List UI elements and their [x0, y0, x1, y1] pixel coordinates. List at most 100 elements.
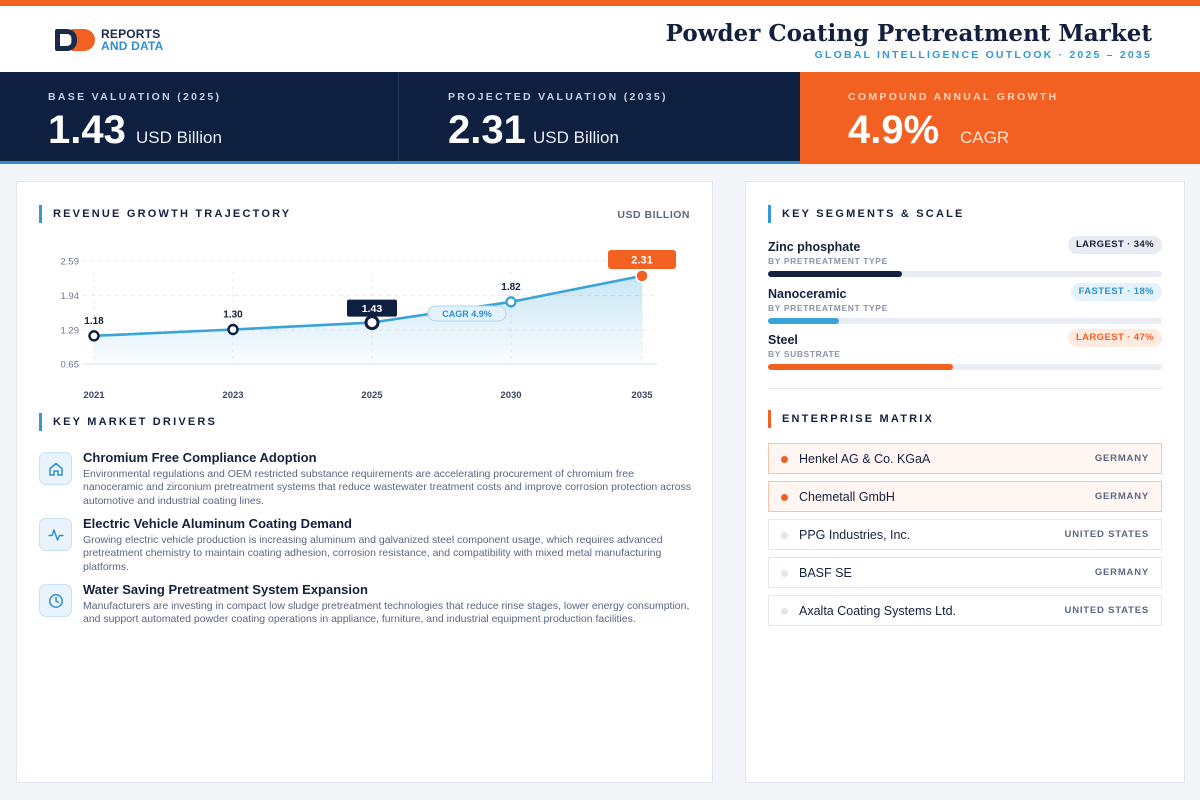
revenue-section-heading: REVENUE GROWTH TRAJECTORY — [39, 205, 291, 223]
kpi-unit: CAGR — [960, 128, 1010, 147]
status-dot — [781, 532, 788, 539]
driver-description: Growing electric vehicle production is i… — [83, 534, 663, 573]
section-accent — [768, 410, 771, 428]
company-name: Chemetall GmbH — [799, 490, 895, 504]
data-point — [88, 330, 100, 342]
enterprise-row[interactable]: Axalta Coating Systems Ltd. UNITED STATE… — [768, 595, 1162, 626]
segment-share-bar — [768, 271, 902, 277]
status-dot — [781, 456, 788, 463]
cagr-pill — [427, 305, 507, 322]
activity-icon — [39, 518, 72, 551]
kpi-unit: USD Billion — [533, 128, 619, 147]
segment-badge: LARGEST · 47% — [1067, 329, 1162, 347]
section-title: ENTERPRISE MATRIX — [782, 413, 935, 425]
y-tick-label: 0.65 — [61, 360, 80, 371]
company-country: GERMANY — [1094, 491, 1149, 502]
enterprise-row[interactable]: Chemetall GmbH GERMANY — [768, 481, 1162, 512]
enterprise-row[interactable]: Henkel AG & Co. KGaA GERMANY — [768, 443, 1162, 474]
driver-title: Electric Vehicle Aluminum Coating Demand — [83, 516, 352, 531]
y-tick-label: 2.59 — [61, 257, 80, 268]
page-title: Powder Coating Pretreatment Market — [665, 20, 1152, 47]
company-name: Axalta Coating Systems Ltd. — [799, 604, 957, 618]
kpi-value: 1.43 — [48, 108, 126, 152]
company-name: PPG Industries, Inc. — [799, 528, 911, 542]
segment-item: Zinc phosphate BY PRETREATMENT TYPE LARG… — [768, 236, 1162, 280]
x-tick-label: 2021 — [83, 390, 105, 401]
data-point — [505, 296, 517, 308]
enterprise-row[interactable]: PPG Industries, Inc. UNITED STATES — [768, 519, 1162, 550]
segment-share-bar — [768, 318, 839, 324]
y-tick-label: 1.29 — [61, 326, 80, 337]
segment-share-bar — [768, 364, 954, 370]
segment-share-track — [768, 364, 1162, 370]
logo-wordmark: REPORTS AND DATA — [101, 28, 163, 52]
revenue-card: REVENUE GROWTH TRAJECTORY USD BILLION 0.… — [16, 181, 713, 783]
company-name: BASF SE — [799, 566, 852, 580]
driver-description: Environmental regulations and OEM restri… — [83, 468, 692, 507]
kpi-label: PROJECTED VALUATION (2035) — [448, 91, 668, 103]
segment-item: Steel BY SUBSTRATE LARGEST · 47% — [768, 329, 1162, 373]
status-dot — [781, 608, 788, 615]
section-title: REVENUE GROWTH TRAJECTORY — [53, 208, 292, 220]
series-area — [94, 275, 642, 364]
data-point — [635, 269, 649, 283]
segments-section-heading: KEY SEGMENTS & SCALE — [768, 205, 965, 223]
data-point — [227, 323, 239, 336]
kpi-projected-valuation: PROJECTED VALUATION (2035) 2.31 USD Bill… — [400, 72, 800, 161]
data-point — [364, 315, 380, 331]
segment-category: BY PRETREATMENT TYPE — [768, 303, 888, 313]
driver-title: Water Saving Pretreatment System Expansi… — [83, 582, 368, 597]
revenue-chart[interactable]: 0.65 1.29 1.94 2.59 2021 2023 2025 2030 2035 CAGR… — [17, 182, 714, 412]
enterprise-row[interactable]: BASF SE GERMANY — [768, 557, 1162, 588]
home-icon — [39, 452, 72, 485]
company-country: UNITED STATES — [1064, 605, 1149, 616]
segment-item: Nanoceramic BY PRETREATMENT TYPE FASTEST… — [768, 283, 1162, 327]
section-title: KEY MARKET DRIVERS — [53, 416, 218, 428]
company-country: UNITED STATES — [1064, 529, 1149, 540]
kpi-base-valuation: BASE VALUATION (2025) 1.43 USD Billion — [0, 72, 399, 161]
segment-category: BY SUBSTRATE — [768, 349, 841, 359]
segment-badge: LARGEST · 34% — [1067, 236, 1162, 254]
segment-category: BY PRETREATMENT TYPE — [768, 256, 888, 266]
data-label: 1.30 — [223, 309, 243, 320]
logo-line-1: REPORTS — [101, 27, 161, 41]
section-accent — [39, 413, 42, 431]
segments-card: KEY SEGMENTS & SCALE Zinc phosphate BY P… — [745, 181, 1185, 783]
kpi-band: BASE VALUATION (2025) 1.43 USD Billion P… — [0, 72, 1200, 164]
kpi-value: 4.9% — [848, 108, 940, 152]
company-country: GERMANY — [1094, 453, 1149, 464]
clock-icon — [39, 584, 72, 617]
segment-badge: FASTEST · 18% — [1070, 283, 1162, 301]
x-tick-label: 2025 — [361, 390, 383, 401]
enterprise-section-heading: ENTERPRISE MATRIX — [768, 410, 934, 428]
section-title: KEY SEGMENTS & SCALE — [782, 208, 965, 220]
data-label: 1.18 — [84, 316, 104, 327]
status-dot — [781, 570, 788, 577]
chart-unit-label: USD BILLION — [617, 209, 690, 221]
segment-share-track — [768, 271, 1162, 277]
section-divider — [768, 388, 1162, 389]
segment-share-track — [768, 318, 1162, 324]
driver-title: Chromium Free Compliance Adoption — [83, 450, 317, 465]
segment-name: Zinc phosphate — [768, 240, 861, 254]
segment-name: Nanoceramic — [768, 287, 847, 301]
logo-line-2: AND DATA — [101, 39, 164, 53]
driver-description: Manufacturers are investing in compact l… — [83, 600, 690, 626]
data-label: 2.31 — [631, 255, 652, 267]
kpi-label: BASE VALUATION (2025) — [48, 91, 222, 103]
data-label-box — [608, 250, 676, 269]
x-tick-label: 2035 — [631, 390, 653, 401]
logo-mark — [55, 29, 97, 51]
company-name: Henkel AG & Co. KGaA — [799, 452, 931, 466]
company-country: GERMANY — [1094, 567, 1149, 578]
page-subtitle: GLOBAL INTELLIGENCE OUTLOOK · 2025 – 203… — [814, 49, 1152, 61]
section-accent — [39, 205, 42, 223]
brand-logo[interactable]: REPORTS AND DATA — [55, 28, 163, 52]
x-tick-label: 2030 — [500, 390, 521, 401]
section-accent — [768, 205, 771, 223]
data-label-box — [347, 299, 397, 317]
kpi-value: 2.31 — [448, 108, 526, 152]
top-accent-bar — [0, 0, 1200, 6]
drivers-section-heading: KEY MARKET DRIVERS — [39, 413, 217, 431]
y-tick-label: 1.94 — [61, 291, 80, 302]
